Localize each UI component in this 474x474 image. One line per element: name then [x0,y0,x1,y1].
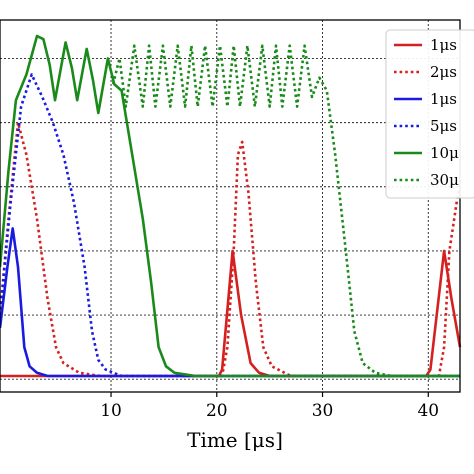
series-line-4 [0,34,460,378]
x-axis-label: Time [μs] [187,428,283,452]
series-line-5 [111,44,460,378]
legend-label-3: 5μs [430,117,457,135]
x-tick-label-0: 10 [100,401,122,421]
series-line-2 [0,227,460,378]
legend: 1μs 2μs 1μs 5μs 10μ 30μ [385,29,474,199]
legend-label-5: 30μ [430,171,459,189]
x-tick-label-3: 40 [417,401,439,421]
x-tick-label-1: 20 [206,401,228,421]
legend-label-2: 1μs [430,90,457,108]
x-ticks: 10 20 30 40 [100,392,439,421]
legend-label-0: 1μs [430,36,457,54]
legend-box [385,29,474,199]
legend-label-1: 2μs [430,63,457,81]
x-tick-label-2: 30 [312,401,334,421]
legend-label-4: 10μ [430,144,459,162]
plot-frame [0,19,461,393]
series-line-3 [0,73,460,378]
series-layer [0,34,462,378]
